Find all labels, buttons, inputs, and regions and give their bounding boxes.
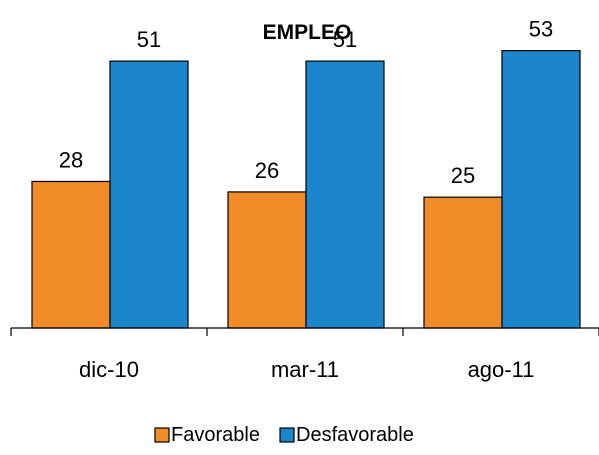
data-label-desfavorable-dic-10: 51 (137, 27, 161, 52)
bar-desfavorable-mar-11 (305, 60, 385, 329)
legend: Favorable Desfavorable (154, 424, 414, 446)
bar-favorable-ago-11 (423, 196, 503, 329)
legend-swatch-favorable (154, 427, 170, 443)
data-label-desfavorable-ago-11: 53 (529, 17, 553, 42)
x-tick-label-mar-11: mar-11 (271, 357, 339, 382)
data-label-desfavorable-mar-11: 51 (333, 27, 357, 52)
chart-title: EMPLEO (263, 21, 352, 44)
x-tick-label-ago-11: ago-11 (468, 357, 535, 382)
x-axis-tick-labels: dic-10 mar-11 ago-11 (79, 357, 534, 382)
legend-label-favorable: Favorable (171, 424, 260, 446)
data-label-favorable-dic-10: 28 (59, 147, 83, 172)
bar-favorable-dic-10 (31, 180, 111, 329)
x-tick-label-dic-10: dic-10 (79, 357, 139, 382)
legend-swatch-desfavorable (279, 427, 295, 443)
data-label-favorable-ago-11: 25 (451, 163, 475, 188)
bars-layer (31, 50, 581, 329)
bar-desfavorable-ago-11 (501, 50, 581, 329)
x-axis-ticks (10, 328, 599, 336)
bar-favorable-mar-11 (227, 191, 307, 329)
data-labels-layer: 28 51 26 51 25 53 (59, 17, 553, 189)
legend-label-desfavorable: Desfavorable (296, 424, 414, 446)
data-label-favorable-mar-11: 26 (255, 158, 279, 183)
bar-desfavorable-dic-10 (109, 60, 189, 329)
